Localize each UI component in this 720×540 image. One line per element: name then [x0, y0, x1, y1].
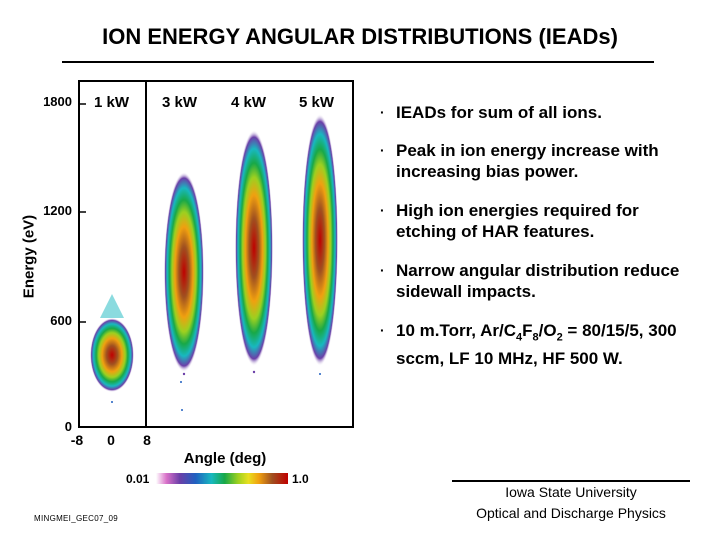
colorbar [156, 473, 288, 484]
bullet-item: · 10 m.Torr, Ar/C4F8/O2 = 80/15/5, 300 s… [378, 320, 698, 369]
iead-blob-5kw [302, 114, 338, 366]
y-tick-0: 0 [64, 419, 72, 434]
x-tick-0: 0 [107, 432, 115, 448]
y-tick-1800: 1800 [43, 94, 72, 109]
panel-label-5kw: 5 kW [299, 94, 335, 111]
bullet-text: Peak in ion energy increase with increas… [396, 141, 659, 181]
bullet-item: · Peak in ion energy increase with incre… [378, 140, 698, 182]
bullet-item: · High ion energies required for etching… [378, 200, 698, 242]
iead-plot [80, 82, 338, 426]
bullet-dot-icon: · [380, 202, 385, 218]
bullet-item: · Narrow angular distribution reduce sid… [378, 260, 698, 302]
bullet-dot-icon: · [380, 322, 385, 338]
bullet-dot-icon: · [380, 104, 385, 120]
iead-plot-frame [78, 80, 354, 428]
colorbar-max-label: 1.0 [292, 472, 309, 486]
iead-blob-1kw [90, 318, 134, 392]
y-axis-label: Energy (eV) [20, 214, 38, 299]
y-tick-600: 600 [50, 313, 72, 328]
panel-label-4kw: 4 kW [231, 94, 267, 111]
y-tick-1200: 1200 [43, 203, 72, 218]
bullet-text: IEADs for sum of all ions. [396, 103, 602, 122]
bullet-item: · IEADs for sum of all ions. [378, 102, 698, 123]
slide-title: ION ENERGY ANGULAR DISTRIBUTIONS (IEADs) [102, 24, 618, 49]
x-axis-label: Angle (deg) [183, 450, 267, 467]
x-tick-neg8: -8 [70, 432, 84, 448]
bullet-text-conditions: 10 m.Torr, Ar/C4F8/O2 = 80/15/5, 300 scc… [396, 321, 677, 369]
colorbar-min-label: 0.01 [126, 472, 150, 486]
iead-blob-4kw [235, 130, 273, 366]
slide-id: MINGMEI_GEC07_09 [34, 514, 118, 523]
panel-label-1kw: 1 kW [94, 94, 130, 111]
bullet-text: High ion energies required for etching o… [396, 201, 639, 241]
footer-group: Optical and Discharge Physics [476, 505, 666, 521]
title-divider [62, 61, 654, 63]
footer-institution: Iowa State University [505, 484, 637, 500]
bullet-dot-icon: · [380, 142, 385, 158]
footer-divider [452, 480, 690, 482]
panel-label-3kw: 3 kW [162, 94, 198, 111]
bullet-dot-icon: · [380, 262, 385, 278]
iead-blob-3kw [164, 172, 204, 372]
bullet-text: Narrow angular distribution reduce sidew… [396, 261, 680, 301]
x-tick-8: 8 [143, 432, 151, 448]
